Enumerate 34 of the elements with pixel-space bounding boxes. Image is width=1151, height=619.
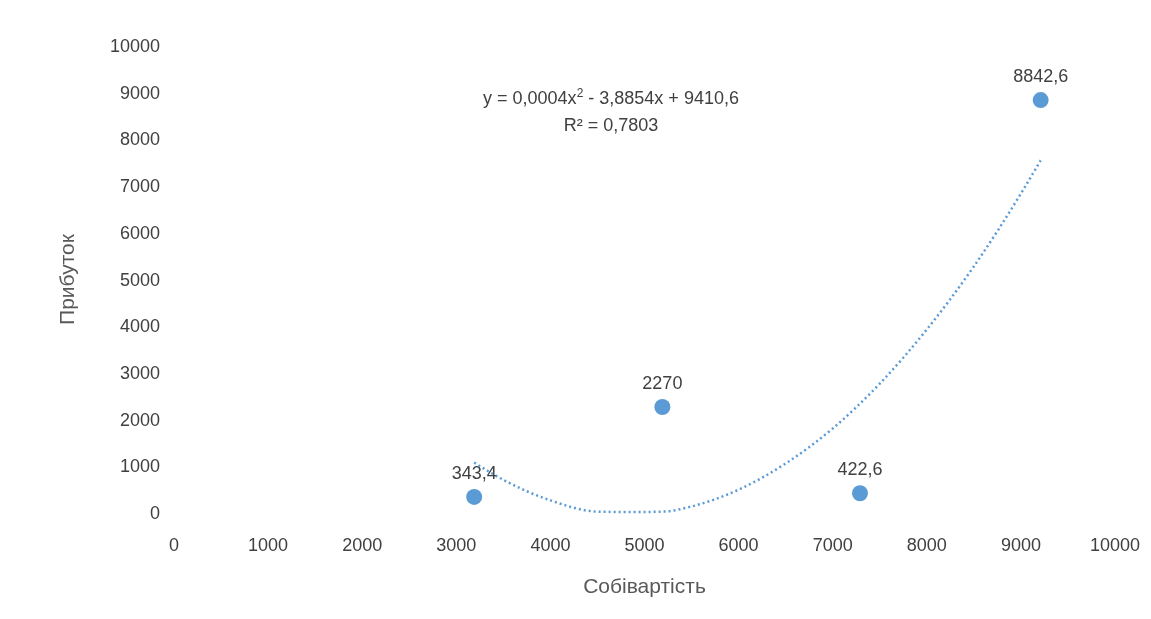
x-tick-label: 8000 — [906, 535, 947, 555]
y-tick-label: 2000 — [119, 409, 160, 430]
y-tick-label: 6000 — [119, 222, 160, 243]
x-tick-label: 0 — [168, 535, 180, 555]
x-tick-label: 3000 — [436, 535, 477, 555]
x-axis-title: Собівартість — [583, 574, 706, 597]
x-tick-label: 10000 — [1089, 535, 1141, 555]
point — [851, 485, 868, 502]
y-tick-label: 1000 — [119, 456, 160, 477]
y-tick-label: 0 — [149, 503, 160, 523]
y-tick-label: 10000 — [109, 36, 160, 56]
x-tick-label: 1000 — [248, 535, 289, 555]
y-tick-label: 4000 — [119, 316, 160, 337]
data-label: 8842,6 — [1013, 66, 1069, 87]
data-label: 422,6 — [837, 459, 883, 480]
data-label: 343,4 — [451, 462, 497, 483]
y-tick-label: 5000 — [119, 269, 160, 290]
y-tick-label: 8000 — [119, 129, 160, 150]
y-tick-label: 3000 — [119, 362, 160, 383]
annotation: y = 0,0004x$^{2}$ - 3,8854x + 9410,6 — [483, 86, 739, 108]
point — [466, 488, 483, 505]
point — [654, 398, 671, 415]
y-axis-title: Прибуток — [55, 233, 78, 325]
data-label: 2270 — [642, 372, 683, 393]
y-tick-label: 7000 — [119, 176, 160, 197]
x-tick-label: 5000 — [624, 535, 665, 555]
x-tick-label: 9000 — [1000, 535, 1041, 555]
x-tick-label: 2000 — [342, 535, 383, 555]
x-tick-label: 6000 — [718, 535, 759, 555]
x-tick-label: 7000 — [812, 535, 853, 555]
x-tick-label: 4000 — [530, 535, 571, 555]
annotation: R² = 0,7803 — [563, 115, 659, 135]
point — [1032, 92, 1049, 109]
y-tick-label: 9000 — [119, 82, 160, 103]
